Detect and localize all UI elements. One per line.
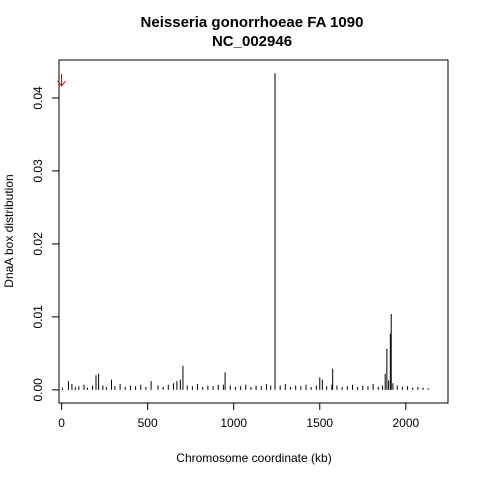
x-tick-label: 1500 <box>306 416 333 430</box>
y-tick-label: 0.00 <box>31 378 45 402</box>
x-tick-label: 2000 <box>392 416 419 430</box>
chart-subtitle: NC_002946 <box>212 33 292 50</box>
x-axis-label: Chromosome coordinate (kb) <box>176 451 331 465</box>
y-tick-label: 0.04 <box>31 86 45 110</box>
y-tick-label: 0.01 <box>31 305 45 329</box>
chart-title: Neisseria gonorrhoeae FA 1090 <box>141 14 364 31</box>
x-tick-label: 1000 <box>220 416 247 430</box>
y-axis-label: DnaA box distribution <box>2 174 16 287</box>
arrow-head <box>57 80 66 87</box>
x-tick-label: 0 <box>58 416 65 430</box>
bar-series <box>61 73 429 390</box>
y-tick-label: 0.03 <box>31 159 45 183</box>
x-axis: 0 500 1000 1500 2000 <box>58 402 419 430</box>
y-tick-label: 0.02 <box>31 232 45 256</box>
origin-arrow-icon <box>57 74 66 87</box>
y-axis: 0.00 0.01 0.02 0.03 0.04 <box>31 86 60 402</box>
plot-frame <box>58 59 449 404</box>
x-tick-label: 500 <box>138 416 158 430</box>
